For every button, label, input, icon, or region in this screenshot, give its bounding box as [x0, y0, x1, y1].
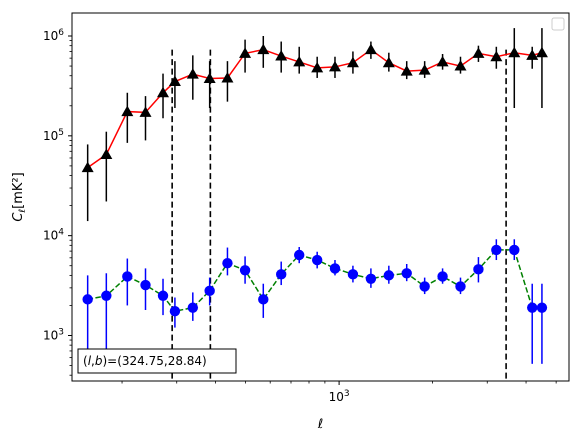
series-1-point: [139, 106, 152, 117]
y-tick-label-base: 10: [43, 29, 58, 43]
legend-box: [551, 17, 565, 31]
annotation-prefix: (: [83, 354, 88, 368]
series-1-point: [436, 55, 449, 67]
series-2-point: [258, 294, 269, 305]
series-1: [81, 28, 548, 222]
series-1-point: [293, 55, 306, 67]
annotation-box: [77, 348, 237, 374]
series-2-point: [140, 279, 151, 291]
series-1-point: [490, 50, 503, 62]
series-2-point: [157, 290, 169, 301]
annotation-suffix: )=(324.75,28.84): [102, 354, 206, 368]
series-1-point: [508, 46, 521, 58]
series-1-point: [168, 75, 181, 87]
series-1-point: [311, 61, 324, 73]
x-tick-label-base: 10: [329, 390, 344, 404]
series-2-point: [365, 273, 377, 284]
series-2-point: [169, 306, 181, 317]
series-1-point: [157, 86, 170, 98]
vertical-guide-lines: [171, 49, 507, 381]
y-tick-label-exp: 4: [58, 228, 64, 238]
series-1-point: [81, 161, 94, 173]
series-2-point: [187, 302, 199, 313]
y-tick-label: 106: [43, 28, 64, 43]
series-1-point: [328, 60, 341, 72]
series-2-point: [509, 244, 520, 256]
series-2-point: [204, 285, 215, 297]
plot-frame: [71, 12, 570, 382]
series-1-point: [382, 56, 395, 68]
y-tick-label-base: 10: [43, 328, 58, 342]
series-1-point: [454, 60, 467, 71]
y-axis-label: Cℓ[mK²]: [11, 172, 28, 221]
y-tick-label-exp: 6: [58, 28, 64, 38]
series-1-point: [400, 65, 413, 76]
series-2-point: [311, 254, 323, 266]
series-2-point: [82, 294, 93, 305]
series-2-point: [455, 281, 466, 292]
series-2-point: [419, 281, 430, 292]
series-2-point: [276, 269, 287, 280]
series-1-point: [364, 43, 377, 55]
series-1-point: [100, 148, 113, 160]
annotation-text: (l,b)=(324.75,28.84): [83, 354, 207, 368]
series-1-point: [275, 50, 288, 61]
y-tick-label: 105: [43, 128, 64, 143]
series-2-point: [401, 268, 412, 279]
annotation-l: l: [88, 354, 92, 368]
series-1-point: [535, 46, 548, 58]
series-1-point: [346, 56, 359, 68]
series-2: [82, 239, 548, 364]
series-2-point: [383, 270, 395, 281]
series-1-point: [526, 49, 539, 60]
series-1-point: [472, 47, 485, 58]
y-tick-label-exp: 5: [58, 128, 64, 138]
series-2-point: [239, 265, 251, 276]
y-axis-label-main: C: [11, 212, 26, 222]
series-2-point: [347, 269, 359, 280]
x-tick-label: 103: [329, 389, 350, 404]
series-1-point: [221, 71, 234, 83]
series-2-point: [527, 302, 538, 313]
annotation-comma: ,: [91, 354, 95, 368]
series-2-point: [222, 257, 233, 269]
series-2-point: [101, 290, 112, 301]
series-1-point: [203, 72, 216, 84]
series-2-point: [329, 263, 341, 274]
y-tick-label-exp: 3: [58, 327, 64, 337]
series-2-point: [437, 271, 448, 282]
data-series: [81, 28, 548, 364]
series-2-point: [536, 302, 548, 313]
x-axis-label: ℓ: [317, 417, 323, 432]
y-tick-label: 103: [43, 327, 64, 342]
series-2-point: [294, 249, 305, 261]
annotation-b: b: [95, 354, 103, 368]
x-tick-label-exp: 3: [344, 389, 350, 399]
series-2-point: [473, 264, 484, 275]
series-2-point: [491, 244, 502, 256]
y-axis-label-sub: ℓ: [18, 209, 28, 214]
y-tick-label-base: 10: [43, 129, 58, 143]
y-tick-label: 104: [43, 228, 64, 243]
series-1-point: [121, 105, 134, 117]
series-1-point: [418, 64, 431, 75]
series-1-point: [257, 43, 270, 55]
series-2-point: [122, 271, 133, 282]
y-tick-label-base: 10: [43, 229, 58, 243]
y-axis-label-unit: [mK²]: [11, 172, 26, 209]
series-1-point: [186, 68, 199, 79]
series-1-point: [239, 47, 252, 58]
